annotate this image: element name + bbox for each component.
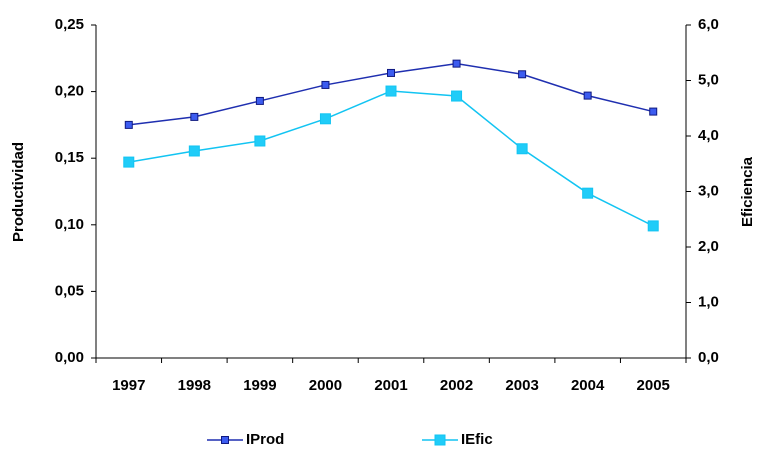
- marker: [321, 80, 330, 89]
- legend-label: IEfic: [461, 431, 493, 448]
- legend-label: IProd: [246, 431, 284, 448]
- y2-tick-label: 3,0: [698, 182, 719, 199]
- y2-tick-label: 2,0: [698, 238, 719, 255]
- y2-tick-label: 4,0: [698, 127, 719, 144]
- marker: [387, 68, 395, 77]
- marker: [583, 91, 592, 100]
- x-tick-label: 1998: [178, 377, 211, 394]
- marker: [190, 112, 199, 121]
- marker: [452, 59, 461, 68]
- x-tick-label: 2001: [374, 377, 407, 394]
- legend-marker: [434, 434, 446, 446]
- x-tick-label: 1999: [243, 377, 276, 394]
- y-tick-label: 0,00: [55, 349, 84, 366]
- marker: [319, 113, 331, 125]
- marker: [255, 96, 264, 105]
- marker: [385, 85, 397, 97]
- y-tick-label: 0,15: [55, 149, 84, 166]
- marker: [451, 90, 463, 102]
- y2-axis-title: Eficiencia: [739, 156, 756, 227]
- x-tick-label: 1997: [112, 377, 145, 394]
- y2-tick-label: 1,0: [698, 293, 719, 310]
- y-tick-label: 0,05: [55, 282, 84, 299]
- y2-tick-label: 0,0: [698, 349, 719, 366]
- y-tick-label: 0,10: [55, 216, 84, 233]
- y-tick-label: 0,25: [55, 16, 84, 33]
- x-tick-label: 2005: [637, 377, 670, 394]
- marker: [254, 135, 266, 147]
- x-tick-label: 2000: [309, 377, 342, 394]
- marker: [649, 107, 658, 116]
- marker: [516, 143, 528, 155]
- marker: [582, 187, 594, 199]
- x-tick-label: 2003: [505, 377, 538, 394]
- y-axis-title: Productividad: [10, 142, 27, 242]
- marker: [518, 70, 527, 79]
- series-line: [128, 90, 654, 227]
- marker: [188, 145, 200, 157]
- marker: [124, 120, 133, 129]
- marker: [123, 156, 135, 168]
- y2-tick-label: 5,0: [698, 71, 719, 88]
- legend-marker: [221, 436, 229, 444]
- marker: [647, 220, 659, 232]
- y2-tick-label: 6,0: [698, 16, 719, 33]
- y-tick-label: 0,20: [55, 83, 84, 100]
- x-tick-label: 2004: [571, 377, 605, 394]
- x-tick-label: 2002: [440, 377, 473, 394]
